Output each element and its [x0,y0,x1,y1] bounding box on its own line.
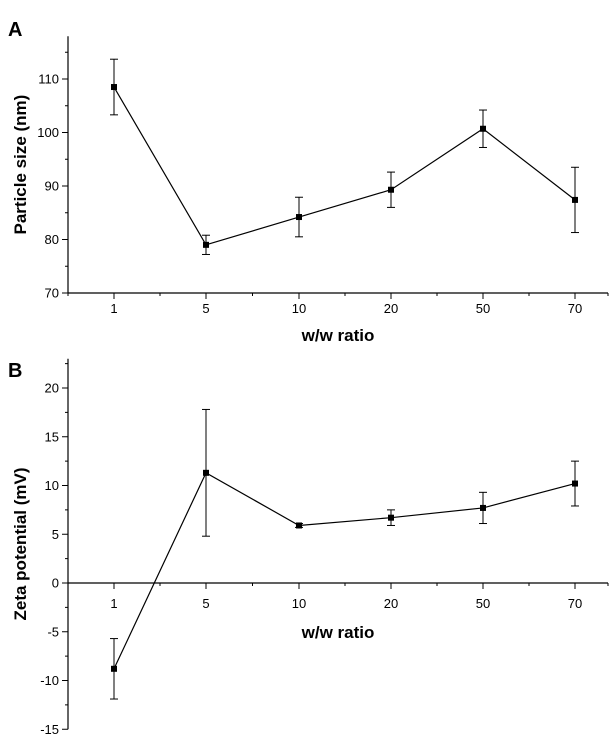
data-point-marker [111,84,117,91]
data-point-marker [203,469,209,476]
chart-panel-a: A 70 80 90 100 110 1 5 10 20 50 70 w/w ratio Particle… [8,19,609,345]
data-point-marker [388,514,394,521]
x-tick-label: 10 [292,301,306,316]
y-tick-label: 10 [45,478,59,493]
y-tick-label: 90 [45,179,59,194]
data-point-marker [296,522,302,529]
panel-letter: A [8,19,22,41]
data-point-marker [203,241,209,248]
x-tick-label: 20 [384,596,398,611]
x-tick-label: 1 [110,596,117,611]
data-point-marker [388,186,394,193]
y-tick-label: -10 [40,673,59,688]
y-tick-label: 20 [45,381,59,396]
x-tick-label: 20 [384,301,398,316]
x-tick-label: 1 [110,301,117,316]
y-tick-label: 5 [52,527,59,542]
x-tick-label: 5 [202,596,209,611]
series-line [113,86,576,246]
y-tick-label: 70 [45,286,59,301]
x-tick-label: 50 [476,596,490,611]
y-tick-label: 15 [45,429,59,444]
y-tick-label: 0 [52,576,59,591]
y-axis-title: Particle size (nm) [11,95,30,235]
y-tick-label: 80 [45,232,59,247]
data-point-marker [572,480,578,487]
y-tick-label: 100 [37,125,59,140]
data-point-marker [480,125,486,132]
x-tick-label: 70 [568,596,582,611]
series-line [113,471,576,670]
x-axis-title: w/w ratio [301,623,375,642]
data-point-marker [296,214,302,221]
y-axis-title: Zeta potential (mV) [11,467,30,620]
x-tick-label: 5 [202,301,209,316]
x-tick-label: 50 [476,301,490,316]
y-tick-label: -5 [47,624,59,639]
x-tick-label: 70 [568,301,582,316]
x-tick-label: 10 [292,596,306,611]
panel-letter: B [8,360,22,382]
y-tick-label: -15 [40,722,59,734]
data-point-marker [111,665,117,672]
y-tick-label: 110 [38,72,59,87]
data-point-marker [572,196,578,203]
x-axis-title: w/w ratio [301,326,375,345]
data-point-marker [480,504,486,511]
